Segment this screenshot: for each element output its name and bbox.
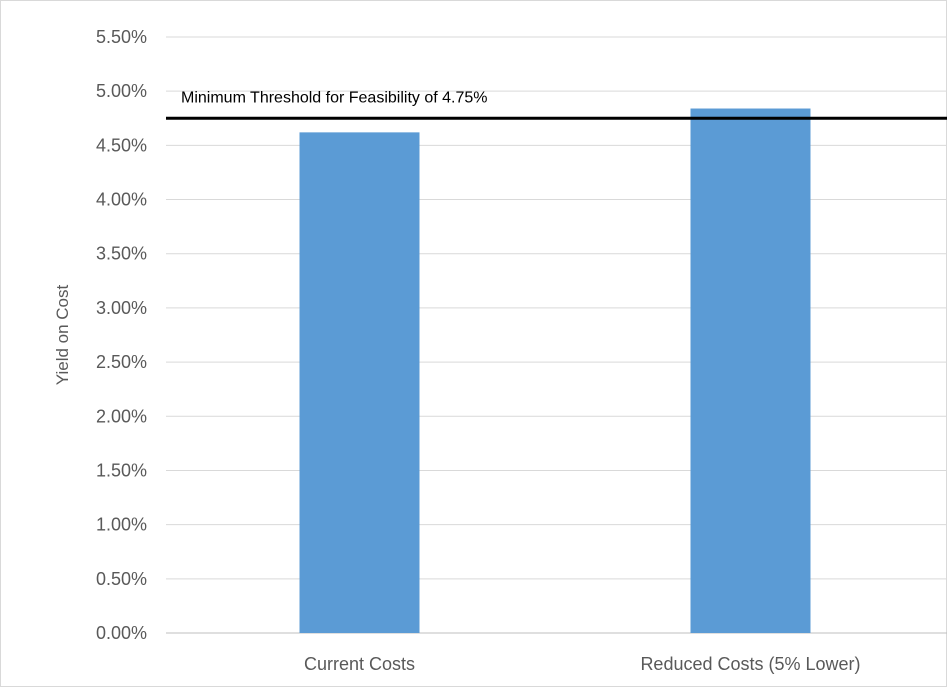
gridlines [166, 36, 947, 634]
y-tick-label: 2.50% [96, 352, 147, 372]
y-tick-label: 5.50% [96, 27, 147, 47]
y-tick-label: 3.00% [96, 298, 147, 318]
y-tick-label: 3.50% [96, 244, 147, 264]
y-tick-label: 0.00% [96, 623, 147, 643]
y-tick-label: 4.50% [96, 135, 147, 155]
y-tick-label: 1.50% [96, 460, 147, 480]
y-tick-label: 5.00% [96, 81, 147, 101]
x-axis-ticks: Current Costs Reduced Costs (5% Lower) [304, 654, 861, 674]
y-axis-title: Yield on Cost [53, 284, 72, 385]
x-tick-label: Reduced Costs (5% Lower) [640, 654, 860, 674]
y-tick-label: 2.00% [96, 406, 147, 426]
bars [299, 108, 811, 634]
x-tick-label: Current Costs [304, 654, 415, 674]
y-tick-label: 1.00% [96, 515, 147, 535]
y-axis-ticks: 0.00% 0.50% 1.00% 1.50% 2.00% 2.50% 3.00% 3.50%… [96, 27, 147, 643]
bar [690, 108, 811, 633]
bar [299, 132, 420, 634]
threshold-label: Minimum Threshold for Feasibility of 4.7… [181, 89, 488, 106]
y-tick-label: 4.00% [96, 190, 147, 210]
y-tick-label: 0.50% [96, 569, 147, 589]
